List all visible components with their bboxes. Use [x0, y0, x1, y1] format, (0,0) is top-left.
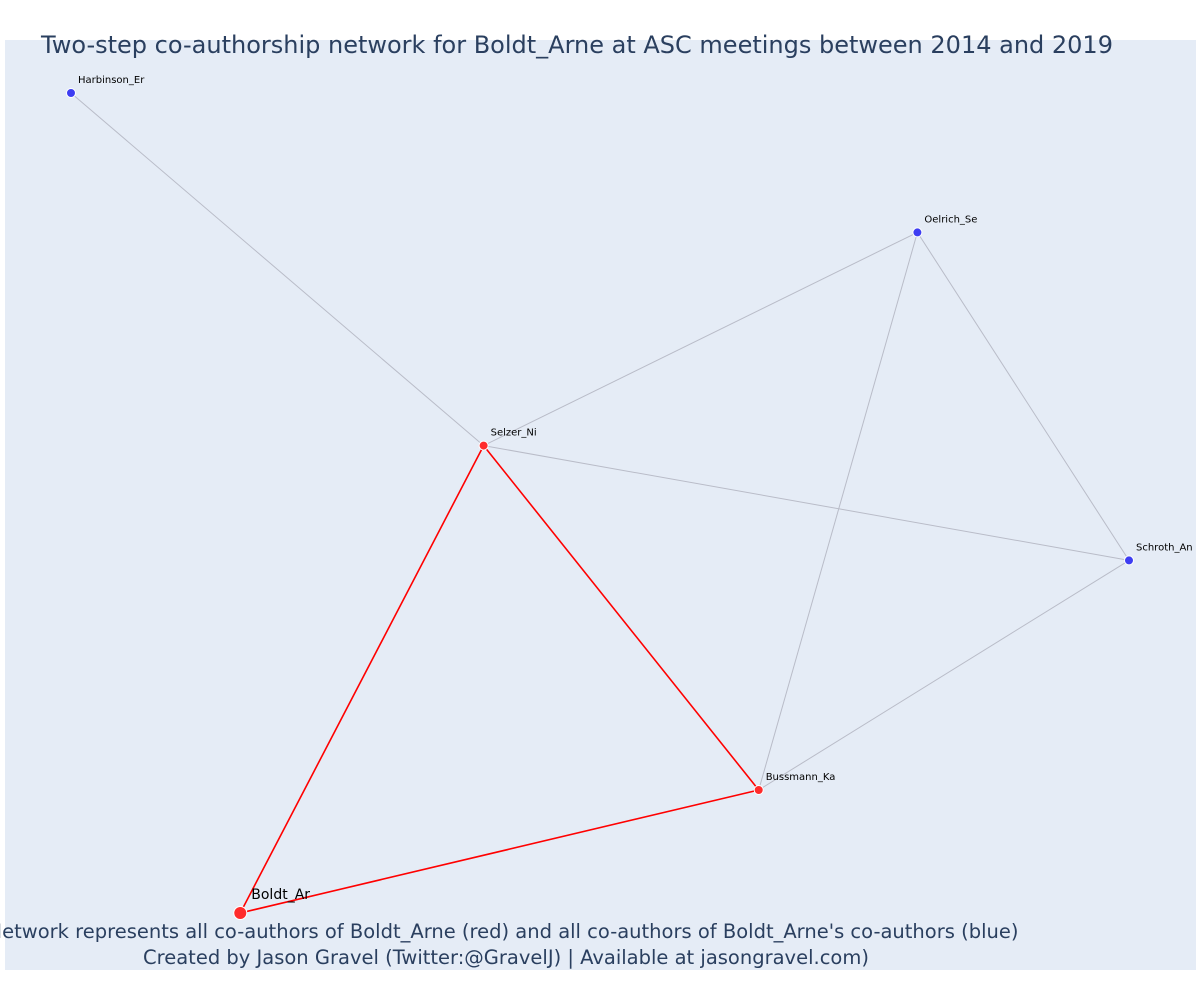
edge-Boldt_Ar-Bussmann_Ka — [240, 789, 759, 914]
node-Boldt_Ar[interactable] — [233, 906, 248, 920]
node-label-Schroth_An: Schroth_An — [1136, 542, 1193, 553]
edge-Selzer_Ni-Bussmann_Ka — [482, 445, 760, 791]
node-Oelrich_Se[interactable] — [912, 227, 923, 238]
node-label-Oelrich_Se: Oelrich_Se — [924, 214, 977, 225]
edge-Oelrich_Se-Schroth_An — [916, 232, 1130, 561]
edge-Boldt_Ar-Selzer_Ni — [239, 445, 485, 914]
caption-line-1: Network represents all co-authors of Bol… — [0, 920, 1018, 943]
edges-layer — [70, 92, 1130, 914]
node-label-Boldt_Ar: Boldt_Ar — [251, 887, 310, 903]
node-label-Bussmann_Ka: Bussmann_Ka — [766, 772, 836, 783]
edge-Harbinson_Er-Selzer_Ni — [70, 92, 484, 446]
chart-title: Two-step co-authorship network for Boldt… — [40, 31, 1113, 59]
node-Selzer_Ni[interactable] — [478, 440, 489, 451]
edge-Bussmann_Ka-Schroth_An — [758, 559, 1130, 791]
labels-layer: Harbinson_Er Oelrich_Se Selzer_Ni Schroth_A… — [78, 75, 1193, 903]
nodes-layer — [66, 88, 1134, 920]
node-Harbinson_Er[interactable] — [66, 88, 76, 98]
caption-line-2: Created by Jason Gravel (Twitter:@Gravel… — [143, 946, 869, 969]
node-Bussmann_Ka[interactable] — [753, 785, 764, 795]
edge-Selzer_Ni-Schroth_An — [483, 445, 1130, 561]
edge-Selzer_Ni-Oelrich_Se — [483, 231, 918, 447]
edge-Oelrich_Se-Bussmann_Ka — [758, 232, 918, 791]
plot-background — [5, 40, 1196, 970]
node-Schroth_An[interactable] — [1124, 555, 1134, 566]
node-label-Harbinson_Er: Harbinson_Er — [78, 75, 145, 86]
node-label-Selzer_Ni: Selzer_Ni — [491, 428, 537, 439]
